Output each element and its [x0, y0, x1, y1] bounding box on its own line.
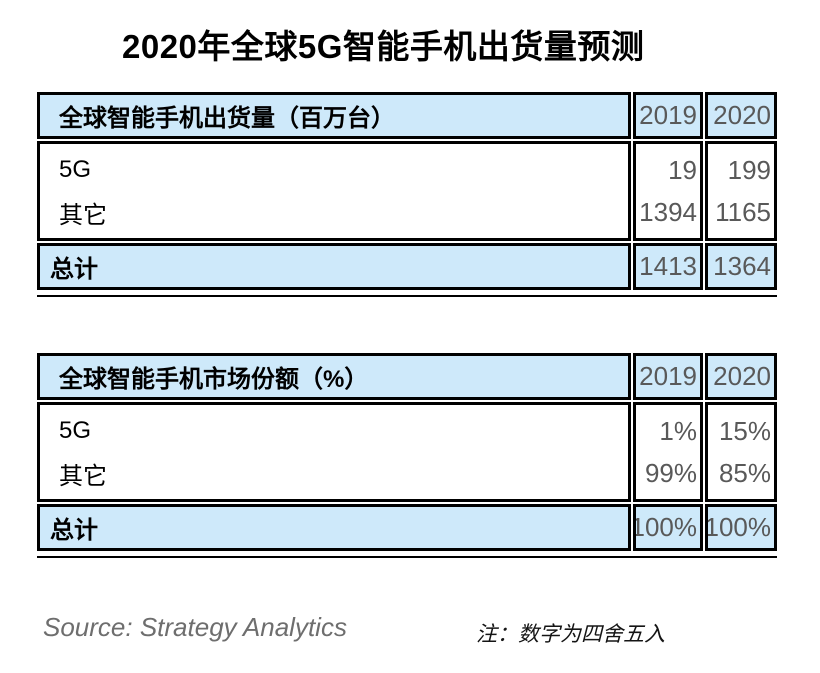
shipments-row-labels: 5G 其它: [37, 141, 631, 241]
market-share-values-2020: 15% 85%: [705, 402, 777, 502]
market-share-other-2019: 99%: [644, 457, 697, 488]
market-share-5g-2019: 1%: [659, 415, 697, 446]
market-share-col-2019: 2019: [633, 353, 703, 400]
market-share-5g-2020: 15%: [718, 415, 771, 446]
shipments-total-2020: 1364: [705, 243, 777, 290]
shipments-col-2019: 2019: [633, 92, 703, 139]
market-share-table: 全球智能手机市场份额（%） 2019 2020 5G 其它 1% 99% 15%…: [37, 353, 777, 551]
market-share-total-2020: 100%: [705, 504, 777, 551]
shipments-other-2019: 1394: [639, 196, 697, 227]
market-share-values-2019: 1% 99%: [633, 402, 703, 502]
shipments-row-5g-label: 5G: [59, 156, 92, 183]
market-share-total-label: 总计: [37, 504, 631, 551]
shipments-total-label: 总计: [37, 243, 631, 290]
shipments-other-2020: 1165: [715, 196, 771, 227]
shipments-5g-2019: 19: [668, 154, 697, 185]
page-title: 2020年全球5G智能手机出货量预测: [122, 28, 645, 65]
shipments-col-2020: 2020: [705, 92, 777, 139]
shipments-values-2020: 199 1165: [705, 141, 777, 241]
market-share-col-2020: 2020: [705, 353, 777, 400]
market-share-other-2020: 85%: [718, 457, 771, 488]
market-share-row-labels: 5G 其它: [37, 402, 631, 502]
market-share-row-other-label: 其它: [59, 462, 107, 490]
shipments-table-title: 全球智能手机出货量（百万台）: [37, 92, 631, 139]
shipments-table: 全球智能手机出货量（百万台） 2019 2020 5G 其它 19 1394 1…: [37, 92, 777, 290]
shipments-total-2019: 1413: [633, 243, 703, 290]
market-share-row-5g-label: 5G: [59, 417, 92, 444]
market-share-table-title: 全球智能手机市场份额（%）: [37, 353, 631, 400]
shipments-5g-2020: 199: [727, 154, 771, 185]
rounding-note: 注：数字为四舍五入: [476, 623, 665, 646]
market-share-table-underline: [37, 556, 777, 558]
shipments-row-other-label: 其它: [59, 201, 107, 229]
market-share-total-2019: 100%: [633, 504, 703, 551]
shipments-table-underline: [37, 295, 777, 297]
source-credit: Source: Strategy Analytics: [43, 612, 347, 642]
shipments-values-2019: 19 1394: [633, 141, 703, 241]
